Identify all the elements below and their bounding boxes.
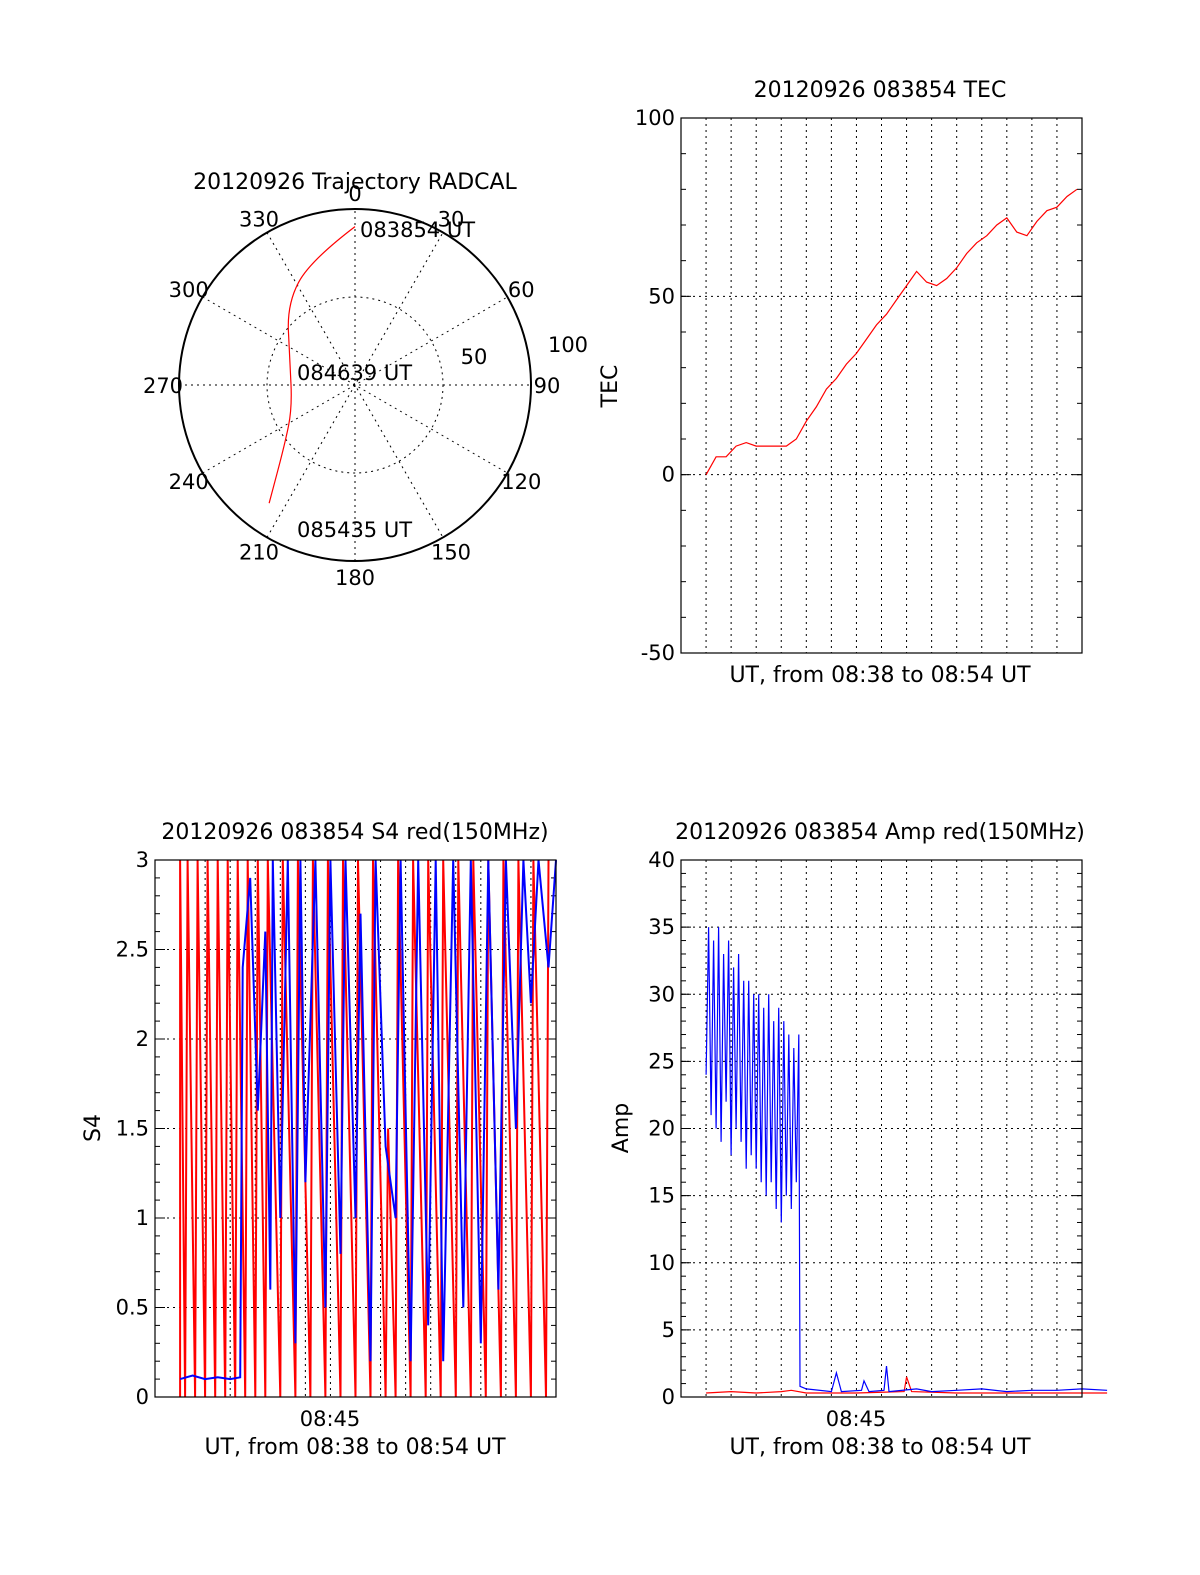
trajectory-line — [268, 226, 356, 504]
tec-title: 20120926 083854 TEC — [754, 78, 1007, 103]
y-tick-label: 1 — [136, 1206, 149, 1230]
trajectory-start-label: 083854 UT — [360, 218, 475, 242]
amp-x-tick-label: 08:45 — [826, 1407, 887, 1431]
tec-y-axis-label: TEC — [598, 365, 623, 409]
tec-y-tick-labels: -50 0 50 100 — [635, 106, 675, 665]
s4-plot-frame — [154, 859, 557, 1398]
amp-x-axis-label: UT, from 08:38 to 08:54 UT — [729, 1435, 1031, 1460]
polar-azimuth-label: 150 — [431, 540, 471, 564]
y-tick-label: 0 — [662, 1385, 675, 1409]
polar-azimuth-label: 120 — [501, 470, 541, 494]
y-tick-label: 35 — [648, 915, 675, 939]
tec-plot-frame — [680, 117, 1083, 654]
tec-gridlines — [681, 117, 1082, 654]
y-tick-label: 15 — [648, 1184, 675, 1208]
series-line — [705, 927, 1108, 1393]
y-tick-label: -50 — [641, 641, 675, 665]
y-tick-label: 20 — [648, 1117, 675, 1141]
trajectory-middle-label: 084639 UT — [297, 361, 412, 385]
s4-x-tick-label: 08:45 — [300, 1407, 361, 1431]
s4-series-lines — [179, 859, 557, 1398]
tec-series-line — [705, 188, 1078, 475]
s4-y-tick-labels: 0 0.5 1 1.5 2 2.5 3 — [116, 848, 149, 1409]
series-line — [179, 859, 557, 1381]
amp-title: 20120926 083854 Amp red(150MHz) — [675, 820, 1085, 845]
amp-plot-frame — [680, 859, 1083, 1398]
polar-azimuth-label: 330 — [239, 208, 279, 232]
y-tick-label: 0 — [662, 463, 675, 487]
polar-azimuth-label: 270 — [143, 374, 183, 398]
polar-radial-label: 100 — [548, 333, 588, 357]
polar-azimuth-label: 240 — [169, 470, 209, 494]
amp-y-tick-labels: 0 5 10 15 20 25 30 35 40 — [648, 848, 675, 1409]
trajectory-polar-plot: 20120926 Trajectory RADCAL 0 30 60 90 120 150… — [143, 170, 588, 590]
amp-series-lines — [705, 927, 1108, 1394]
polar-azimuth-label: 90 — [534, 374, 561, 398]
s4-x-axis-label: UT, from 08:38 to 08:54 UT — [204, 1435, 506, 1460]
s4-y-axis-label: S4 — [81, 1114, 106, 1142]
polar-radial-labels: 50 100 — [461, 333, 588, 369]
y-tick-label: 1.5 — [116, 1117, 149, 1141]
y-tick-label: 5 — [662, 1318, 675, 1342]
y-tick-label: 10 — [648, 1251, 675, 1275]
y-tick-label: 2 — [136, 1027, 149, 1051]
trajectory-end-label: 085435 UT — [297, 518, 412, 542]
polar-spoke — [266, 232, 444, 538]
polar-title: 20120926 Trajectory RADCAL — [193, 170, 517, 195]
y-tick-label: 0 — [136, 1385, 149, 1409]
s4-title: 20120926 083854 S4 red(150MHz) — [161, 820, 548, 845]
polar-azimuth-label: 30 — [438, 208, 465, 232]
tec-plot: 20120926 083854 TEC -50 0 50 100 TEC UT, fr… — [598, 78, 1083, 688]
y-tick-label: 3 — [136, 848, 149, 872]
y-tick-label: 100 — [635, 106, 675, 130]
series-line — [706, 1376, 1108, 1394]
y-tick-label: 2.5 — [116, 938, 149, 962]
y-tick-label: 50 — [648, 284, 675, 308]
y-tick-label: 40 — [648, 848, 675, 872]
polar-grid — [178, 208, 532, 562]
amp-y-axis-label: Amp — [609, 1103, 634, 1153]
polar-azimuth-label: 210 — [239, 540, 279, 564]
amp-plot: 20120926 083854 Amp red(150MHz) 0 5 10 15 20… — [609, 820, 1108, 1460]
polar-azimuth-label: 0 — [348, 182, 361, 206]
polar-azimuth-label: 180 — [335, 566, 375, 590]
y-tick-label: 30 — [648, 982, 675, 1006]
polar-radial-label: 50 — [461, 345, 488, 369]
polar-azimuth-labels: 0 30 60 90 120 150 180 210 240 270 300 330 — [143, 182, 560, 590]
polar-azimuth-label: 60 — [508, 278, 535, 302]
tec-x-axis-label: UT, from 08:38 to 08:54 UT — [729, 663, 1031, 688]
y-tick-label: 0.5 — [116, 1296, 149, 1320]
y-tick-label: 25 — [648, 1049, 675, 1073]
s4-plot: 20120926 083854 S4 red(150MHz) 0 0.5 1 1.5 2… — [81, 820, 557, 1460]
polar-azimuth-label: 300 — [169, 278, 209, 302]
